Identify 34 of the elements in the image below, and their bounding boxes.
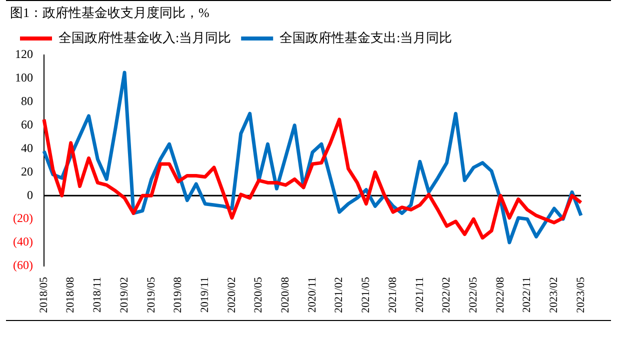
y-tick-label: 0 <box>26 188 33 202</box>
legend-label: 全国政府性基金收入:当月同比 <box>58 30 232 45</box>
y-tick-label: 20 <box>20 164 33 178</box>
x-tick-label: 2019/02 <box>118 276 130 314</box>
x-tick-label: 2020/08 <box>280 276 292 314</box>
x-tick-label: 2021/05 <box>360 276 372 314</box>
x-tick-label: 2018/08 <box>64 276 77 314</box>
x-tick-label: 2022/11 <box>521 276 534 313</box>
x-tick-label: 2020/11 <box>306 276 318 313</box>
x-tick-label: 2018/11 <box>92 276 104 313</box>
y-tick-label: (60) <box>12 258 33 272</box>
y-tick-label: 60 <box>20 117 33 132</box>
x-tick-label: 2019/11 <box>198 276 211 313</box>
y-tick-label: 80 <box>20 94 33 108</box>
x-tick-label: 2020/02 <box>226 276 238 314</box>
x-tick-label: 2021/02 <box>333 276 346 314</box>
x-tick-label: 2019/05 <box>145 276 158 314</box>
x-tick-label: 2020/05 <box>252 276 265 314</box>
legend-label: 全国政府性基金支出:当月同比 <box>280 30 452 45</box>
x-tick-label: 2021/11 <box>414 276 426 313</box>
y-tick-label: (40) <box>12 234 33 249</box>
x-tick-label: 2023/02 <box>548 276 560 314</box>
x-tick-label: 2021/08 <box>386 276 399 314</box>
y-tick-label: 120 <box>14 47 33 62</box>
y-tick-label: (20) <box>12 211 33 226</box>
x-tick-label: 2022/08 <box>494 276 506 314</box>
x-tick-label: 2018/05 <box>38 276 50 314</box>
chart-title: 图1：政府性基金收支月度同比，% <box>9 4 210 22</box>
x-tick-label: 2022/05 <box>467 276 480 314</box>
y-tick-label: 40 <box>20 140 33 155</box>
y-tick-label: 100 <box>14 70 33 85</box>
x-tick-label: 2023/05 <box>574 276 587 314</box>
x-tick-label: 2019/08 <box>172 276 184 314</box>
x-tick-label: 2022/02 <box>440 276 453 314</box>
